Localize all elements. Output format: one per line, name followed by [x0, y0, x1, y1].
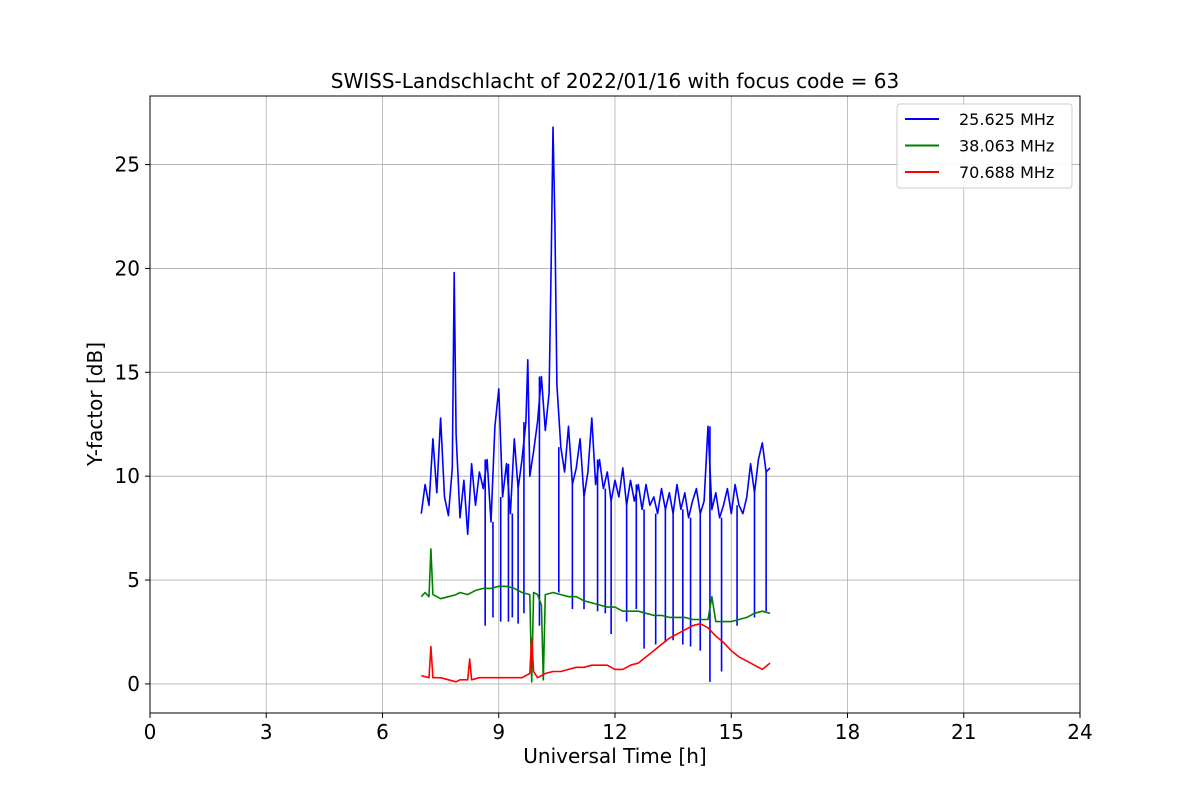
legend-label-0: 25.625 MHz	[959, 110, 1054, 129]
legend-label-2: 70.688 MHz	[959, 163, 1054, 182]
y-tick-label: 10	[115, 464, 140, 488]
series-layer	[420, 126, 771, 683]
legend-box	[896, 103, 1073, 189]
legend-label-1: 38.063 MHz	[959, 137, 1054, 156]
legend: 25.625 MHz 38.063 MHz 70.688 MHz	[896, 103, 1073, 189]
x-tick-label: 18	[835, 720, 860, 744]
y-tick-label: 0	[127, 672, 140, 696]
x-axis-label: Universal Time [h]	[523, 744, 706, 768]
x-ticks: 0 3 6 9 12 15 18 21 24	[144, 713, 1093, 744]
x-tick-label: 9	[492, 720, 505, 744]
y-tick-label: 5	[127, 568, 140, 592]
x-tick-label: 6	[376, 720, 389, 744]
y-ticks: 0 5 10 15 20 25	[115, 153, 150, 696]
x-tick-label: 0	[144, 720, 157, 744]
chart-title: SWISS-Landschlacht of 2022/01/16 with fo…	[331, 69, 899, 93]
y-tick-label: 15	[115, 360, 140, 384]
y-tick-label: 25	[115, 153, 140, 177]
x-tick-label: 3	[260, 720, 273, 744]
x-tick-label: 24	[1067, 720, 1092, 744]
x-tick-label: 21	[951, 720, 976, 744]
x-tick-label: 15	[719, 720, 744, 744]
x-tick-label: 12	[602, 720, 627, 744]
series-line-2	[421, 622, 771, 683]
y-axis-label: Y-factor [dB]	[83, 342, 107, 467]
y-tick-label: 20	[115, 256, 140, 280]
series-line-1	[420, 548, 771, 683]
